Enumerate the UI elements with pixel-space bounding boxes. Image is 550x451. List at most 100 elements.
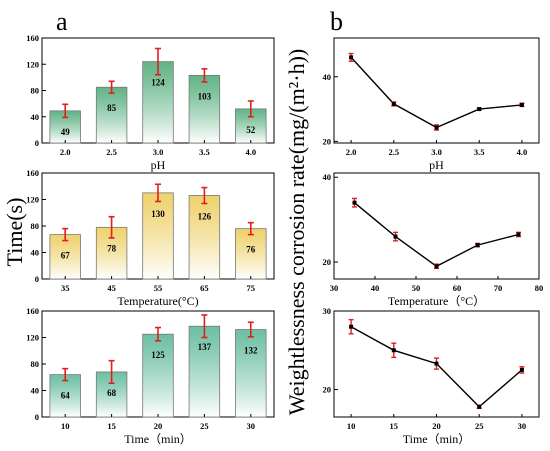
data-label: 76: [246, 245, 256, 255]
data-point: [516, 232, 521, 237]
data-label: 137: [198, 342, 212, 352]
data-label: 68: [107, 388, 117, 398]
data-point: [475, 243, 480, 248]
y-tick-label: 80: [31, 221, 40, 231]
data-point: [519, 367, 524, 372]
x-tick-label: 20: [432, 421, 441, 431]
series-line: [354, 202, 519, 268]
data-label: 125: [151, 350, 165, 360]
x-tick-label: 2.0: [346, 147, 357, 157]
bar: [235, 329, 267, 418]
data-point: [393, 234, 398, 239]
x-tick-label: 35: [61, 283, 70, 293]
x-tick-label: 80: [535, 283, 544, 293]
panel-label-a: a: [56, 7, 68, 36]
x-tick-label: 70: [494, 283, 503, 293]
bar: [49, 234, 81, 280]
x-tick-label: 65: [200, 283, 209, 293]
data-label: 52: [246, 125, 256, 135]
x-tick-label: 25: [475, 421, 484, 431]
x-axis-title: Temperature(°C): [117, 294, 198, 308]
data-point: [352, 200, 357, 205]
y-axis-title-b: Weightlessness corrosion rate(mg/(m²·h)): [284, 49, 309, 416]
plots: 0 40 80 120 160 49 2.0 85 2.5 124 3.0 103 3.5 52 4.0 pH…: [26, 33, 543, 446]
bar: [188, 75, 221, 144]
y-tick-label: 160: [26, 306, 39, 316]
x-tick-label: 30: [247, 421, 256, 431]
data-label: 49: [61, 127, 71, 137]
data-label: 85: [107, 103, 117, 113]
y-tick-label: 0: [35, 138, 39, 148]
x-tick-label: 15: [390, 421, 399, 431]
x-tick-label: 30: [330, 283, 339, 293]
y-tick-label: 0: [35, 274, 39, 284]
y-tick-label: 40: [323, 172, 332, 182]
data-point: [477, 404, 482, 409]
y-tick-label: 120: [26, 195, 39, 205]
data-label: 130: [151, 209, 165, 219]
bar: [95, 86, 128, 144]
data-point: [519, 102, 524, 107]
x-tick-label: 10: [347, 421, 356, 431]
y-tick-label: 20: [323, 385, 332, 395]
y-tick-label: 20: [323, 257, 332, 267]
x-tick-label: 2.5: [388, 147, 399, 157]
x-tick-label: 2.5: [106, 147, 117, 157]
data-label: 103: [198, 91, 212, 101]
x-tick-label: 15: [107, 421, 116, 431]
x-tick-label: 60: [453, 283, 462, 293]
x-tick-label: 25: [200, 421, 209, 431]
bar: [49, 374, 81, 418]
y-tick-label: 80: [31, 86, 40, 96]
bar: [188, 325, 221, 418]
x-tick-label: 3.5: [199, 147, 210, 157]
y-tick-label: 120: [26, 59, 39, 69]
x-tick-label: 2.0: [60, 147, 71, 157]
bar: [142, 333, 174, 418]
y-tick-label: 160: [26, 168, 39, 178]
x-tick-label: 55: [154, 283, 163, 293]
data-point: [391, 348, 396, 353]
bar: [188, 195, 221, 280]
x-tick-label: 50: [412, 283, 421, 293]
x-tick-label: 4.0: [517, 147, 528, 157]
y-tick-label: 30: [323, 306, 332, 316]
x-axis-title: Temperature（°C）: [388, 294, 485, 308]
y-tick-label: 40: [31, 386, 40, 396]
y-tick-label: 0: [35, 412, 39, 422]
y-axis-title-a: Time(s): [2, 198, 27, 267]
x-tick-label: 10: [61, 421, 70, 431]
data-point: [434, 264, 439, 269]
x-tick-label: 3.0: [153, 147, 164, 157]
data-point: [349, 324, 354, 329]
y-tick-label: 160: [26, 33, 39, 43]
data-label: 64: [61, 391, 71, 401]
data-label: 126: [198, 212, 212, 222]
y-tick-label: 40: [323, 72, 332, 82]
x-axis-title: Time（min）: [403, 432, 471, 446]
x-tick-label: 30: [518, 421, 527, 431]
series-line: [350, 56, 522, 129]
x-axis-title: pH: [429, 158, 444, 172]
x-axis-title: pH: [151, 158, 166, 172]
axes-frame: [333, 172, 540, 280]
x-axis-title: Time（min）: [124, 432, 192, 446]
data-label: 67: [61, 251, 71, 261]
data-point: [349, 55, 354, 60]
data-label: 124: [151, 78, 165, 88]
bar: [142, 192, 174, 280]
data-point: [434, 125, 439, 130]
data-point: [391, 101, 396, 106]
panel-label-b: b: [330, 7, 343, 36]
data-point: [477, 107, 482, 112]
x-tick-label: 20: [154, 421, 163, 431]
x-tick-label: 40: [371, 283, 380, 293]
x-tick-label: 3.0: [431, 147, 442, 157]
x-tick-label: 3.5: [474, 147, 485, 157]
x-tick-label: 75: [247, 283, 256, 293]
x-tick-label: 45: [107, 283, 116, 293]
y-tick-label: 120: [26, 333, 39, 343]
y-tick-label: 20: [323, 136, 332, 146]
y-tick-label: 40: [31, 248, 40, 258]
